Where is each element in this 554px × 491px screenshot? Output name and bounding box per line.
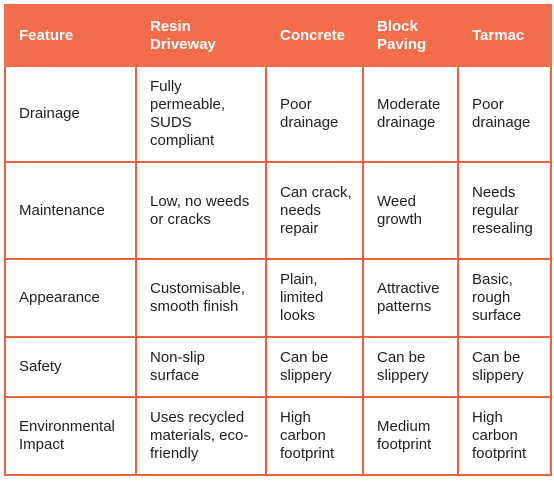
comparison-table-container: Feature Resin Driveway Concrete Block Pa… [4, 4, 552, 476]
driveway-comparison-table: Feature Resin Driveway Concrete Block Pa… [4, 4, 552, 476]
table-row-safety: Safety Non-slip surface Can be slippery … [4, 336, 552, 398]
header-concrete: Concrete [265, 4, 364, 67]
tarmac-cell: Needs regular resealing [457, 161, 552, 260]
tarmac-cell: High carbon footprint [457, 396, 552, 476]
feature-cell: Maintenance [4, 161, 137, 260]
feature-cell: Drainage [4, 65, 137, 163]
header-feature: Feature [4, 4, 137, 67]
concrete-cell: Can crack, needs repair [265, 161, 364, 260]
concrete-cell: High carbon footprint [265, 396, 364, 476]
resin-cell: Fully permeable, SUDS compliant [135, 65, 267, 163]
concrete-cell: Poor drainage [265, 65, 364, 163]
block-paving-cell: Attractive patterns [362, 258, 459, 338]
resin-cell: Uses recycled materials, eco-friendly [135, 396, 267, 476]
resin-cell: Low, no weeds or cracks [135, 161, 267, 260]
concrete-cell: Can be slippery [265, 336, 364, 398]
block-paving-cell: Can be slippery [362, 336, 459, 398]
tarmac-cell: Can be slippery [457, 336, 552, 398]
feature-cell: Appearance [4, 258, 137, 338]
header-block-paving: Block Paving [362, 4, 459, 67]
table-row-environmental-impact: Environmental Impact Uses recycled mater… [4, 396, 552, 476]
concrete-cell: Plain, limited looks [265, 258, 364, 338]
block-paving-cell: Moderate drainage [362, 65, 459, 163]
table-row-drainage: Drainage Fully permeable, SUDS compliant… [4, 65, 552, 163]
tarmac-cell: Poor drainage [457, 65, 552, 163]
table-header-row: Feature Resin Driveway Concrete Block Pa… [4, 4, 552, 67]
table-row-maintenance: Maintenance Low, no weeds or cracks Can … [4, 161, 552, 260]
block-paving-cell: Weed growth [362, 161, 459, 260]
header-tarmac: Tarmac [457, 4, 552, 67]
block-paving-cell: Medium footprint [362, 396, 459, 476]
header-resin-driveway: Resin Driveway [135, 4, 267, 67]
feature-cell: Safety [4, 336, 137, 398]
tarmac-cell: Basic, rough surface [457, 258, 552, 338]
resin-cell: Customisable, smooth finish [135, 258, 267, 338]
resin-cell: Non-slip surface [135, 336, 267, 398]
feature-cell: Environmental Impact [4, 396, 137, 476]
table-row-appearance: Appearance Customisable, smooth finish P… [4, 258, 552, 338]
